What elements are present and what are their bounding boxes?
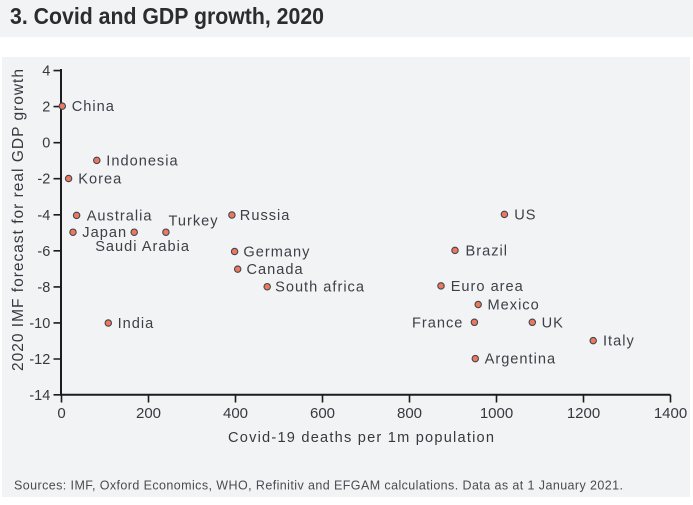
svg-text:Australia: Australia: [87, 208, 153, 224]
svg-text:-6: -6: [37, 244, 50, 260]
svg-text:1400: 1400: [654, 405, 687, 422]
svg-text:1000: 1000: [480, 405, 513, 422]
svg-text:2020 IMF forecast for real GDP: 2020 IMF forecast for real GDP growth: [10, 69, 27, 371]
svg-text:800: 800: [397, 405, 422, 422]
svg-text:Japan: Japan: [82, 225, 127, 241]
svg-text:4: 4: [42, 64, 50, 80]
svg-text:Russia: Russia: [240, 208, 291, 224]
svg-text:India: India: [118, 316, 155, 332]
svg-text:2: 2: [42, 100, 50, 116]
svg-text:-4: -4: [37, 208, 50, 224]
svg-text:Germany: Germany: [243, 245, 310, 261]
svg-text:0: 0: [42, 136, 50, 152]
svg-text:-12: -12: [29, 352, 50, 368]
svg-text:UK: UK: [542, 315, 564, 331]
svg-text:0: 0: [57, 405, 65, 422]
svg-text:200: 200: [136, 405, 161, 422]
svg-text:Italy: Italy: [603, 334, 635, 350]
svg-text:-10: -10: [29, 316, 50, 332]
svg-text:US: US: [514, 207, 536, 223]
svg-text:China: China: [72, 99, 115, 115]
svg-text:Saudi Arabia: Saudi Arabia: [95, 239, 190, 255]
svg-text:Canada: Canada: [247, 262, 304, 278]
svg-text:3. Covid and GDP growth, 2020: 3. Covid and GDP growth, 2020: [10, 3, 324, 29]
svg-text:1200: 1200: [567, 405, 600, 422]
svg-text:-2: -2: [37, 172, 50, 188]
svg-text:600: 600: [310, 405, 335, 422]
svg-text:Korea: Korea: [78, 172, 122, 188]
svg-text:Sources: IMF, Oxford Economics: Sources: IMF, Oxford Economics, WHO, Ref…: [14, 479, 623, 493]
svg-text:South africa: South africa: [275, 280, 365, 296]
svg-text:Euro area: Euro area: [451, 279, 524, 295]
svg-text:400: 400: [223, 405, 248, 422]
svg-text:Covid-19 deaths per 1m populat: Covid-19 deaths per 1m population: [228, 430, 494, 446]
svg-text:Brazil: Brazil: [466, 243, 509, 259]
svg-text:Mexico: Mexico: [488, 298, 540, 314]
svg-text:Argentina: Argentina: [485, 352, 556, 368]
svg-text:-8: -8: [37, 280, 50, 296]
svg-text:France: France: [412, 315, 463, 331]
svg-text:-14: -14: [29, 388, 50, 404]
svg-text:Turkey: Turkey: [169, 213, 219, 229]
svg-text:Indonesia: Indonesia: [106, 153, 178, 169]
